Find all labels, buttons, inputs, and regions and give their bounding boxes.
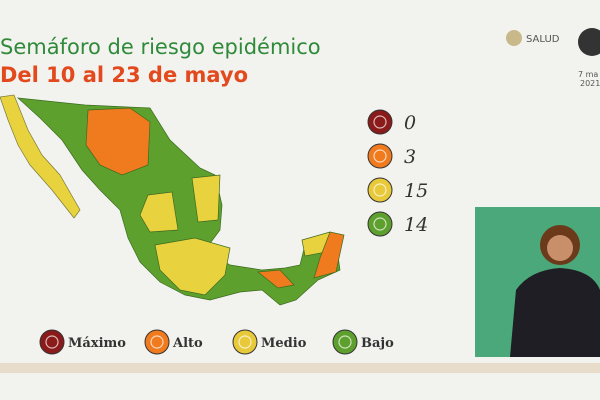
level-count: 14 <box>404 214 428 236</box>
logo: SALUD <box>526 34 560 45</box>
level-icon <box>332 329 358 355</box>
logo-icon <box>506 30 522 46</box>
person-face <box>547 235 573 261</box>
region <box>154 237 231 296</box>
year: 2021 <box>580 79 600 88</box>
region <box>257 269 295 289</box>
level-count: 3 <box>404 146 416 168</box>
level-count: 15 <box>404 180 428 202</box>
region <box>0 94 81 219</box>
level-icon <box>367 143 393 169</box>
level-icon <box>144 329 170 355</box>
level-icon <box>232 329 258 355</box>
level-name: Máximo <box>68 336 126 351</box>
level-icon-inner <box>373 149 387 163</box>
band <box>0 363 600 373</box>
level-icon-inner <box>373 183 387 197</box>
level-name: Bajo <box>361 336 394 351</box>
level-count: 0 <box>404 112 416 134</box>
map <box>0 94 345 306</box>
level-icon <box>367 211 393 237</box>
level-icon-inner <box>45 335 59 349</box>
region <box>313 231 345 279</box>
level-icon <box>39 329 65 355</box>
date: 7 ma <box>578 70 598 79</box>
level-icon-inner <box>150 335 164 349</box>
region <box>139 191 179 233</box>
person-body <box>510 268 600 357</box>
level-icon-inner <box>338 335 352 349</box>
level-name: Medio <box>261 336 307 351</box>
level-icon-inner <box>238 335 252 349</box>
region <box>191 174 221 223</box>
subtitle: Del 10 al 23 de mayo <box>0 63 248 87</box>
level-icon-inner <box>373 115 387 129</box>
region <box>85 107 151 176</box>
level-name: Alto <box>172 336 203 351</box>
title: Semáforo de riesgo epidémico <box>0 35 321 59</box>
level-icon <box>367 177 393 203</box>
level-icon-inner <box>373 217 387 231</box>
seal <box>578 28 600 56</box>
level-icon <box>367 109 393 135</box>
